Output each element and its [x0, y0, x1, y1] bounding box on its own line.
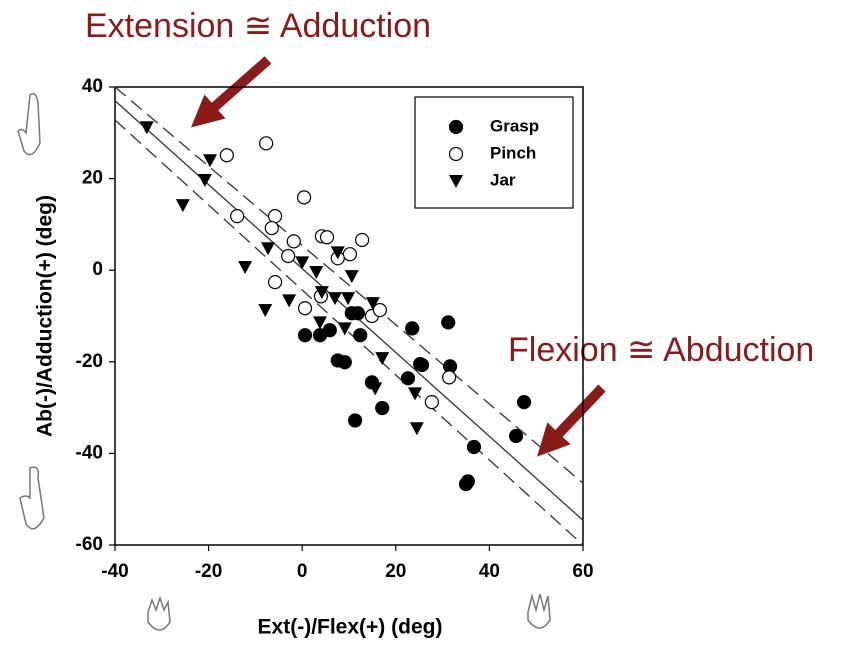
- y-tick-label: -60: [76, 534, 103, 555]
- point: [264, 220, 279, 236]
- point: [327, 292, 342, 306]
- arrow: [190, 56, 272, 128]
- point: [342, 247, 358, 262]
- fit-line: [114, 86, 584, 484]
- point: [282, 294, 297, 308]
- point: [296, 190, 312, 205]
- point: [312, 316, 327, 330]
- point: [405, 321, 420, 336]
- point: [267, 275, 283, 290]
- point: [286, 234, 301, 249]
- point: [258, 304, 273, 318]
- legend-label: Pinch: [490, 143, 536, 162]
- legend-marker: [448, 146, 464, 162]
- point: [197, 173, 212, 187]
- point: [375, 400, 390, 416]
- point: [516, 395, 532, 410]
- point: [175, 199, 190, 213]
- point: [368, 382, 383, 396]
- point: [297, 328, 313, 343]
- legend: [414, 96, 574, 209]
- x-tick-label: 0: [297, 561, 308, 582]
- legend-label: Grasp: [490, 116, 539, 135]
- point: [295, 256, 310, 270]
- point: [442, 370, 457, 385]
- y-tick-label: 0: [92, 259, 103, 280]
- point: [424, 395, 439, 410]
- point: [372, 302, 387, 318]
- point: [355, 232, 370, 248]
- point: [139, 121, 154, 135]
- point: [330, 246, 345, 260]
- point: [322, 323, 337, 338]
- y-tick-label: 20: [82, 168, 103, 189]
- point: [238, 260, 253, 274]
- x-tick-label: 20: [385, 561, 406, 582]
- point: [353, 328, 368, 343]
- point: [281, 248, 296, 264]
- point: [297, 301, 313, 316]
- point: [309, 266, 324, 280]
- point: [337, 355, 352, 370]
- point: [259, 136, 274, 151]
- point: [267, 209, 283, 224]
- legend-label: Jar: [490, 170, 516, 189]
- point: [466, 439, 482, 455]
- plot-frame: [114, 86, 584, 546]
- annotation: Flexion ≅ Abduction: [508, 331, 814, 369]
- hand-icon: [17, 92, 551, 631]
- point: [219, 148, 234, 163]
- x-axis-label: Ext(-)/Flex(+) (deg): [258, 616, 443, 639]
- point: [460, 474, 475, 489]
- x-tick-label: -40: [101, 561, 128, 582]
- point: [344, 270, 359, 284]
- point: [409, 422, 424, 436]
- x-tick-label: 40: [479, 561, 500, 582]
- x-tick-label: 60: [572, 561, 593, 582]
- point: [414, 357, 430, 373]
- point: [203, 154, 218, 168]
- point: [400, 371, 416, 386]
- point: [375, 352, 390, 366]
- annotation: Extension ≅ Adduction: [85, 7, 431, 45]
- point: [407, 387, 422, 401]
- arrow: [536, 384, 606, 457]
- point: [341, 292, 356, 306]
- point: [261, 242, 276, 256]
- point: [350, 306, 365, 321]
- y-tick-label: 40: [82, 76, 103, 97]
- point: [319, 230, 335, 245]
- point: [365, 297, 380, 311]
- y-axis-label: Ab(-)/Adduction(+) (deg): [34, 195, 57, 437]
- point: [347, 413, 363, 428]
- fit-line: [114, 119, 584, 546]
- point: [314, 286, 329, 300]
- point: [508, 428, 524, 444]
- x-tick-label: -20: [195, 561, 222, 582]
- point: [230, 209, 245, 224]
- y-tick-label: -20: [76, 351, 103, 372]
- point: [337, 322, 352, 336]
- legend-marker: [448, 119, 464, 135]
- y-tick-label: -40: [76, 442, 103, 463]
- legend-marker: [449, 175, 463, 188]
- point: [441, 315, 456, 330]
